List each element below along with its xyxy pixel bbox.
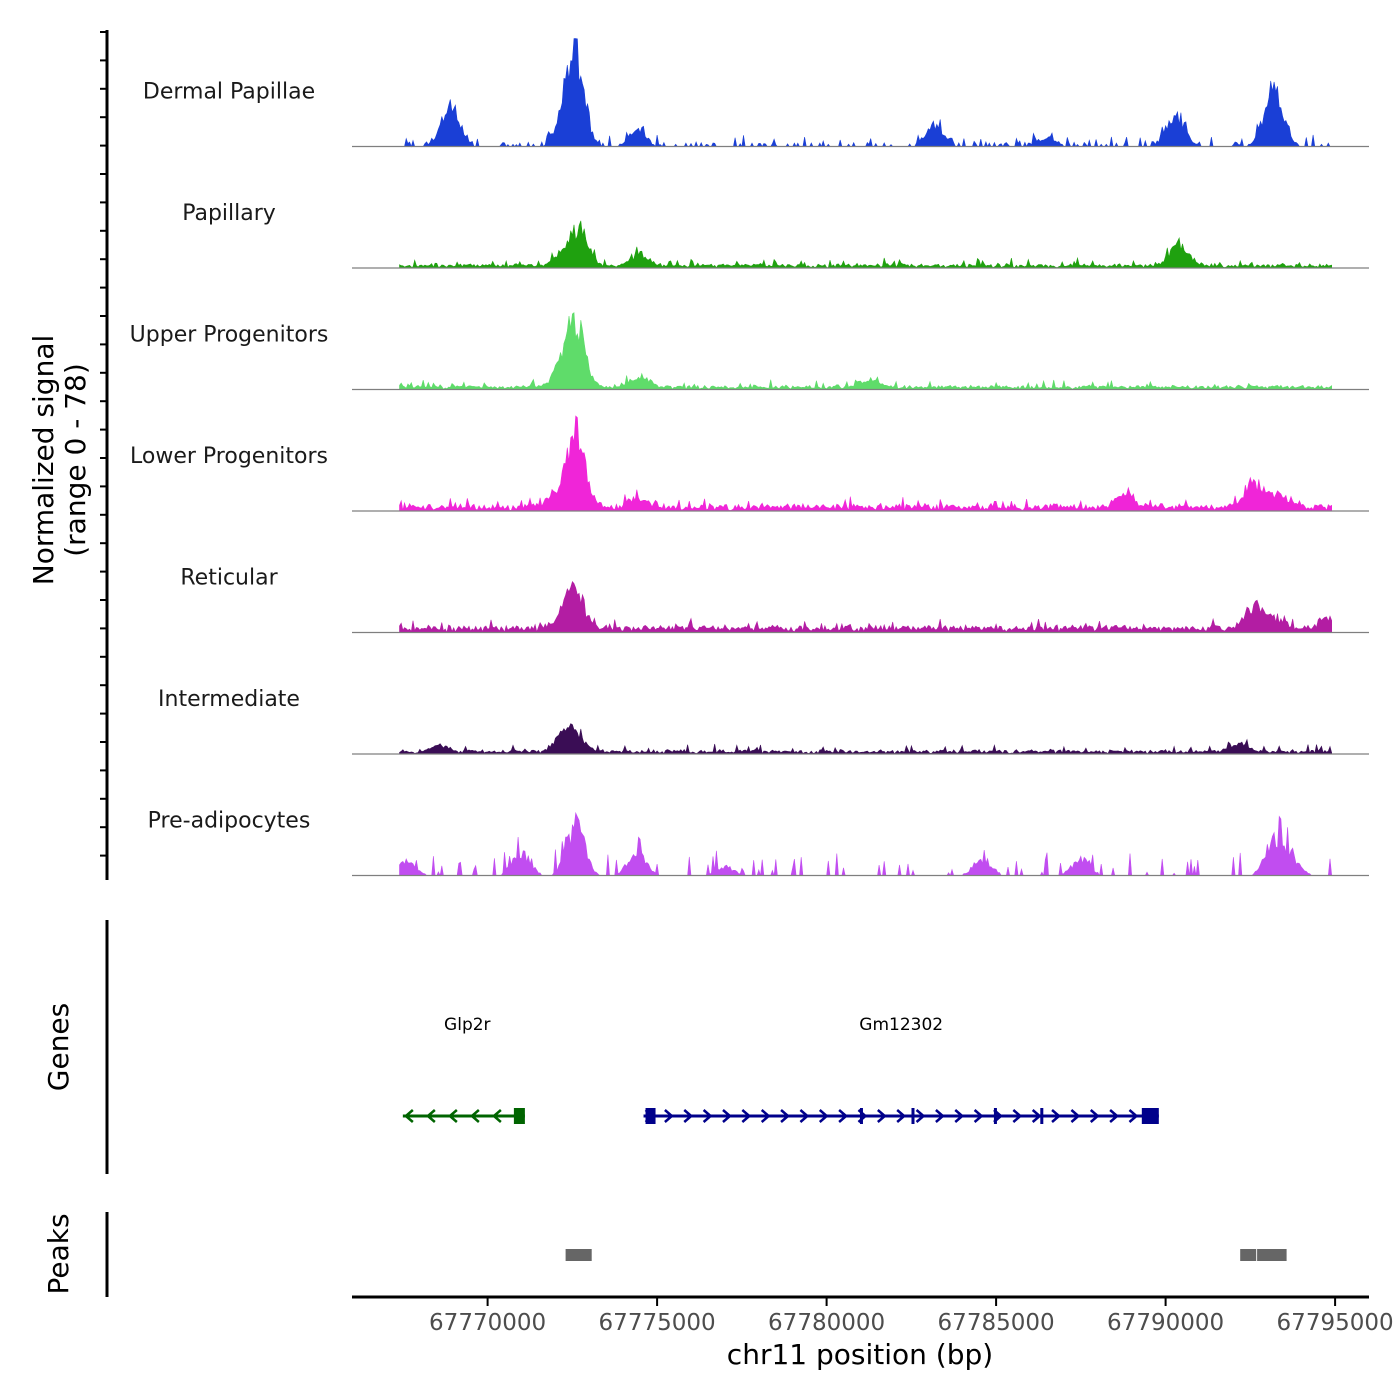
strand-arrow xyxy=(973,1109,984,1123)
gene-exon xyxy=(859,1108,863,1124)
gene-label: Glp2r xyxy=(444,1015,491,1035)
strand-arrow xyxy=(799,1109,810,1123)
strand-arrow xyxy=(1109,1109,1120,1123)
coverage-axis xyxy=(100,30,109,880)
peaks-panel: Peaks xyxy=(42,1212,1287,1297)
y-axis-title: Normalized signal (range 0 - 78) xyxy=(27,335,92,586)
strand-arrow xyxy=(425,1109,436,1123)
gene-exon xyxy=(1141,1108,1159,1124)
strand-arrow xyxy=(491,1109,502,1123)
coverage-area xyxy=(399,415,1332,512)
x-tick-label: 67770000 xyxy=(429,1310,546,1336)
track-intermediate: Intermediate xyxy=(158,687,1369,755)
y-axis-title-line2: (range 0 - 78) xyxy=(59,363,92,557)
strand-arrow xyxy=(954,1109,965,1123)
track-label: Pre-adipocytes xyxy=(148,809,311,834)
strand-arrow xyxy=(722,1109,732,1123)
strand-arrow xyxy=(1128,1109,1139,1123)
gene-exon xyxy=(993,1108,997,1124)
gene-glp2r: Glp2r xyxy=(402,1015,525,1124)
peak-region xyxy=(1257,1249,1287,1261)
track-label: Dermal Papillae xyxy=(143,80,315,105)
genes-panel: Genes Glp2r Gm12302 xyxy=(42,920,1159,1174)
strand-arrow xyxy=(915,1109,926,1123)
coverage-area xyxy=(399,38,1332,148)
track-papillary: Papillary xyxy=(182,201,1369,269)
x-axis: 67770000 67775000 67780000 67785000 67790000… xyxy=(352,1295,1394,1371)
track-reticular: Reticular xyxy=(180,566,1369,634)
track-label: Lower Progenitors xyxy=(130,444,328,469)
gene-exon xyxy=(513,1108,525,1124)
track-label: Intermediate xyxy=(158,687,300,712)
strand-arrow xyxy=(702,1109,713,1123)
peak-region xyxy=(565,1249,592,1261)
coverage-area xyxy=(399,811,1333,877)
strand-arrow xyxy=(838,1109,849,1123)
strand-arrow xyxy=(818,1109,829,1123)
peaks-track-title: Peaks xyxy=(42,1213,75,1294)
strand-arrow xyxy=(447,1109,458,1123)
strand-arrow xyxy=(683,1109,694,1123)
strand-arrow xyxy=(780,1109,790,1123)
x-axis-title: chr11 position (bp) xyxy=(727,1338,993,1371)
coverage-tracks: Dermal Papillae Papillary Upper Progenitor… xyxy=(130,38,1369,877)
gene-gm12302: Gm12302 xyxy=(643,1015,1159,1124)
x-tick-label: 67790000 xyxy=(1107,1310,1224,1336)
coverage-area xyxy=(399,580,1332,634)
strand-arrow xyxy=(877,1109,887,1123)
y-axis-title-line1: Normalized signal xyxy=(27,335,60,586)
track-lower-progenitors: Lower Progenitors xyxy=(130,415,1369,512)
x-tick-label: 67785000 xyxy=(938,1310,1055,1336)
strand-arrow xyxy=(935,1109,945,1123)
coverage-area xyxy=(399,723,1332,755)
strand-arrow xyxy=(1012,1109,1023,1123)
gene-exon xyxy=(645,1108,656,1124)
track-label: Upper Progenitors xyxy=(130,323,329,348)
strand-arrow xyxy=(1031,1109,1042,1123)
coverage-area xyxy=(399,220,1332,269)
x-tick-label: 67795000 xyxy=(1277,1310,1394,1336)
track-label: Reticular xyxy=(180,566,278,591)
coverage-area xyxy=(399,312,1332,391)
x-tick-label: 67780000 xyxy=(768,1310,885,1336)
track-upper-progenitors: Upper Progenitors xyxy=(130,312,1369,391)
x-tick-label: 67775000 xyxy=(599,1310,716,1336)
strand-arrow xyxy=(760,1109,771,1123)
strand-arrow xyxy=(1070,1109,1081,1123)
strand-arrow xyxy=(896,1109,907,1123)
strand-arrow xyxy=(1051,1109,1061,1123)
peak-region xyxy=(1240,1249,1257,1261)
gene-label: Gm12302 xyxy=(859,1015,943,1035)
strand-arrow xyxy=(403,1109,414,1123)
strand-arrow xyxy=(741,1109,752,1123)
strand-arrow xyxy=(469,1109,480,1123)
gene-exon xyxy=(1040,1108,1044,1124)
strand-arrow xyxy=(664,1109,674,1123)
strand-arrow xyxy=(1089,1109,1100,1123)
gene-exon xyxy=(911,1108,915,1124)
genes-track-title: Genes xyxy=(42,1003,75,1091)
track-dermal-papillae: Dermal Papillae xyxy=(143,38,1369,148)
track-label: Papillary xyxy=(182,201,276,226)
track-pre-adipocytes: Pre-adipocytes xyxy=(148,809,1369,877)
